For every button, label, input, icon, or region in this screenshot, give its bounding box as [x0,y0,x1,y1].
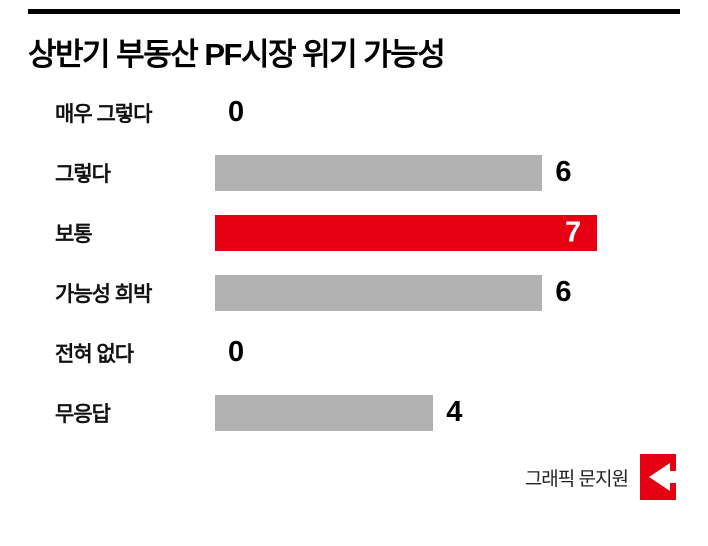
category-label: 매우 그렇다 [55,102,152,126]
bar-area: 6 [215,154,680,191]
chart-row: 가능성 희박 6 [28,274,680,311]
value-label: 6 [555,276,572,309]
bar-chart: 매우 그렇다 0 그렇다 6 보통 7 가능성 희박 6 [28,94,680,431]
credit-text: 그래픽 문지원 [524,468,629,490]
value-label: 4 [446,396,463,429]
chart-title: 상반기 부동산 PF시장 위기 가능성 [28,37,446,72]
value-label: 0 [228,336,245,369]
category-label: 전혀 없다 [55,342,134,366]
chart-row: 전혀 없다 0 [28,334,680,371]
credit-row: 그래픽 문지원 [28,454,680,501]
bar [215,154,543,191]
bar-area: 0 [215,94,680,131]
value-label: 7 [565,216,582,249]
bar-area: 6 [215,274,680,311]
value-label: 0 [228,96,245,129]
top-divider [28,9,680,14]
chart-row: 무응답 4 [28,394,680,431]
bar-area: 0 [215,334,680,371]
category-label: 가능성 희박 [55,282,152,306]
chart-row-highlighted: 보통 7 [28,214,680,251]
bar [215,274,543,311]
value-label: 6 [555,156,572,189]
bar [215,394,434,431]
bar-area: 7 [215,214,680,251]
chart-row: 매우 그렇다 0 [28,94,680,131]
publisher-logo-icon [640,454,676,501]
chart-row: 그렇다 6 [28,154,680,191]
category-label: 그렇다 [55,162,111,186]
category-label: 무응답 [55,402,111,426]
category-label: 보통 [55,222,93,246]
bar-area: 4 [215,394,680,431]
bar-highlighted [215,214,597,251]
